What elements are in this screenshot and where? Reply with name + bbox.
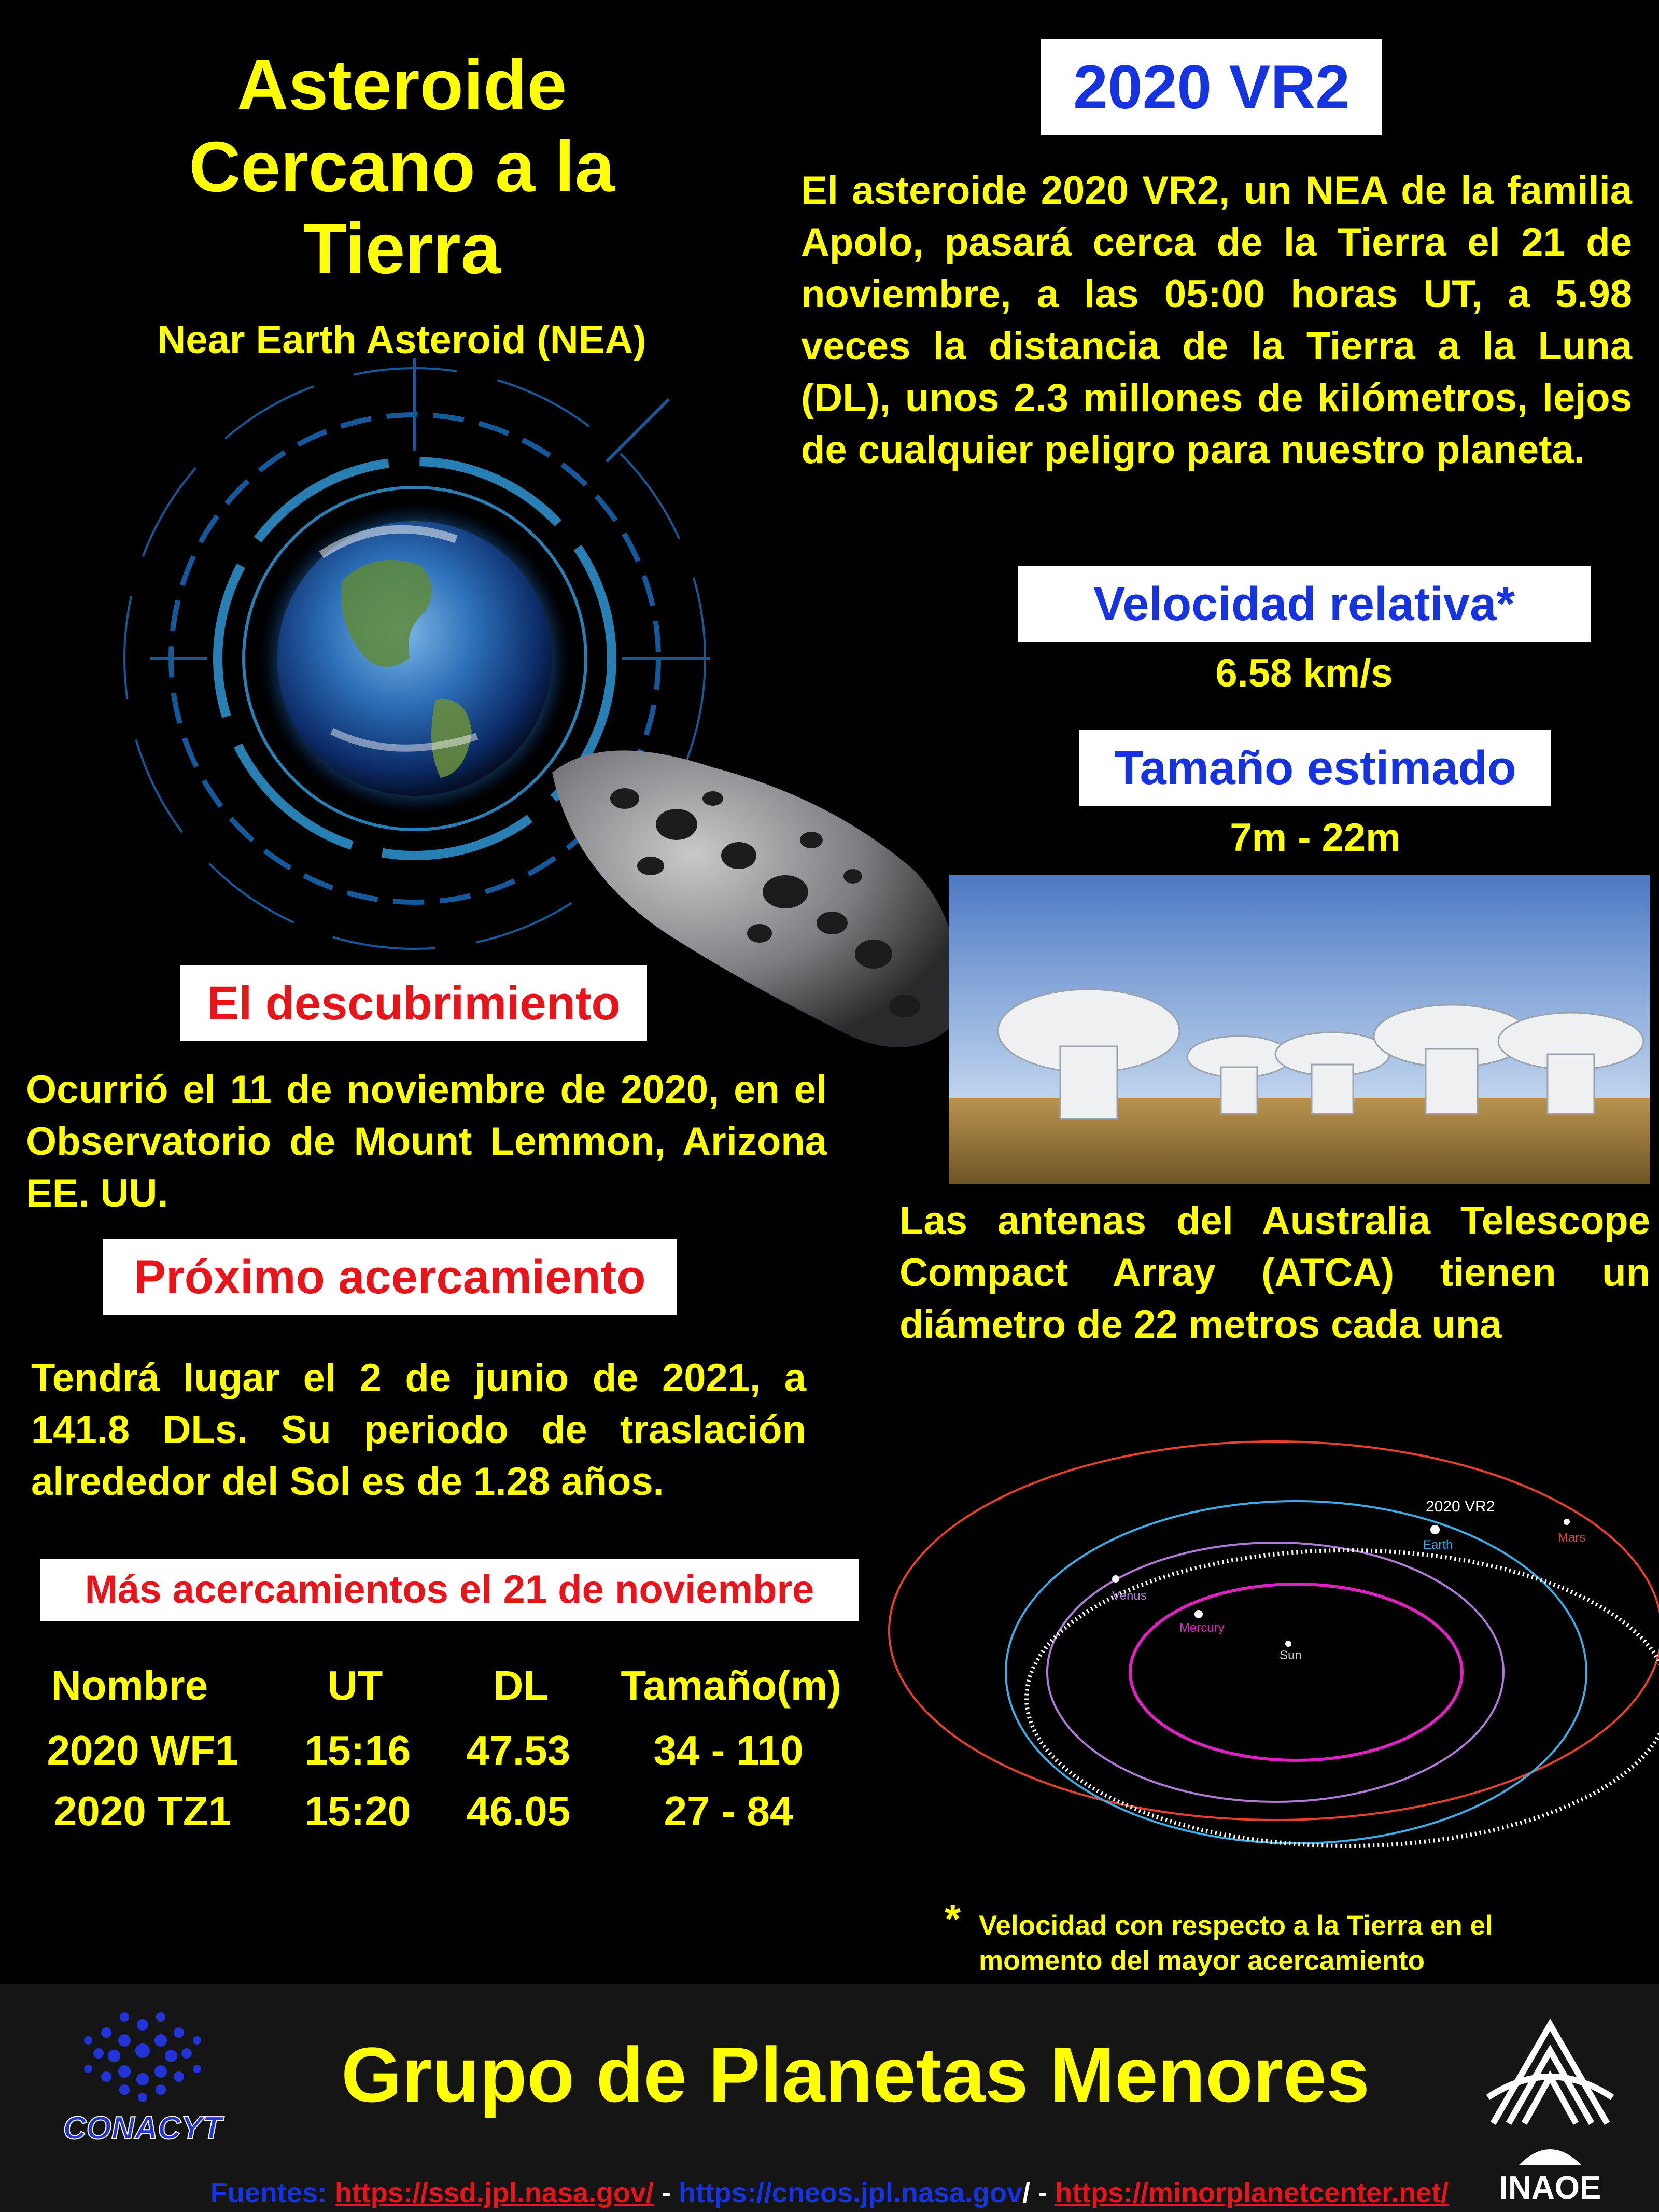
- venus-orbit: [1046, 1542, 1505, 1803]
- label-mercury: Mercury: [1179, 1621, 1225, 1635]
- asteroid-orbit: [1024, 1548, 1659, 1848]
- footer-title: Grupo de Planetas Menores: [341, 2031, 1370, 2118]
- velocity-label-box: Velocidad relativa*: [1018, 566, 1591, 642]
- title-line: Tierra: [303, 209, 501, 289]
- footnote-text: Velocidad con respecto a la Tierra en el…: [979, 1910, 1493, 1976]
- source-link-ssd[interactable]: https://ssd.jpl.nasa.gov/: [334, 2177, 654, 2208]
- conacyt-logo: CONACYT: [63, 2012, 225, 2147]
- velocity-label: Velocidad relativa*: [1093, 578, 1515, 631]
- next-approach-label: Próximo acercamiento: [134, 1251, 646, 1304]
- mars-orbit: [888, 1440, 1659, 1821]
- table-header-size: Tamaño(m): [621, 1662, 841, 1709]
- sources-line: Fuentes: https://ssd.jpl.nasa.gov/ - htt…: [210, 2177, 1449, 2208]
- source-link-cneos-tail: /: [1022, 2177, 1031, 2208]
- inaoe-logo: INAOE: [1486, 2019, 1614, 2206]
- atca-caption: Las antenas del Australia Telescope Comp…: [899, 1199, 1650, 1347]
- title-line: Asteroide: [236, 45, 567, 125]
- atca-antennas-photo: [949, 875, 1650, 1184]
- next-approach-label-box: Próximo acercamiento: [103, 1239, 677, 1315]
- asteroid-illustration: [552, 750, 957, 1047]
- size-label: Tamaño estimado: [1114, 741, 1516, 794]
- more-approaches-label: Más acercamientos el 21 de noviembre: [85, 1567, 814, 1612]
- table-header-name: Nombre: [51, 1662, 208, 1709]
- discovery-label: El descubrimiento: [207, 977, 621, 1030]
- velocity-value: 6.58 km/s: [1215, 651, 1393, 695]
- mars-marker: [1564, 1519, 1570, 1525]
- source-link-mpc[interactable]: https://minorplanetcenter.net/: [1055, 2177, 1449, 2208]
- label-sun: Sun: [1280, 1648, 1302, 1662]
- footer-band: [0, 1984, 1659, 2212]
- sun-marker: [1285, 1641, 1291, 1647]
- venus-marker: [1112, 1575, 1119, 1583]
- more-approaches-label-box: Más acercamientos el 21 de noviembre: [40, 1559, 859, 1621]
- asteroid-name-box: 2020 VR2: [1041, 39, 1382, 135]
- table-cell: 15:16: [304, 1727, 411, 1773]
- discovery-text: Ocurrió el 11 de noviembre de 2020, en e…: [26, 1068, 827, 1215]
- page-title: Asteroide Cercano a la Tierra: [78, 44, 726, 290]
- table-header-dl: DL: [493, 1662, 549, 1709]
- intro-paragraph: El asteroide 2020 VR2, un NEA de la fami…: [801, 169, 1632, 472]
- label-2020vr2: 2020 VR2: [1426, 1498, 1495, 1515]
- next-approach-text: Tendrá lugar el 2 de junio de 2021, a 14…: [31, 1356, 806, 1504]
- label-earth: Earth: [1423, 1538, 1453, 1552]
- label-venus: Venus: [1112, 1589, 1147, 1603]
- asteroid-name: 2020 VR2: [1073, 52, 1350, 122]
- table-cell: 46.05: [466, 1788, 571, 1834]
- size-label-box: Tamaño estimado: [1079, 730, 1551, 806]
- footnote-star: *: [945, 1896, 961, 1942]
- earth-marker: [1430, 1525, 1440, 1534]
- earth-illustration: [123, 358, 710, 950]
- sources-label: Fuentes:: [210, 2177, 327, 2208]
- earth-orbit: [1005, 1500, 1587, 1844]
- table-cell: 2020 WF1: [47, 1727, 238, 1773]
- mercury-marker: [1194, 1610, 1203, 1618]
- title-line: Cercano a la: [189, 127, 615, 207]
- table-cell: 47.53: [466, 1727, 571, 1773]
- table-header-ut: UT: [327, 1662, 383, 1709]
- inaoe-logo-text: INAOE: [1499, 2170, 1601, 2206]
- table-cell: 34 - 110: [653, 1727, 804, 1773]
- orbit-diagram: 2020 VR2 Earth Mars Venus Mercury Sun: [888, 1440, 1659, 1848]
- page-subtitle: Near Earth Asteroid (NEA): [157, 318, 646, 362]
- size-value: 7m - 22m: [1230, 816, 1401, 860]
- conacyt-logo-text: CONACYT: [63, 2110, 225, 2146]
- table-cell: 27 - 84: [664, 1788, 793, 1834]
- discovery-label-box: El descubrimiento: [180, 965, 647, 1041]
- table-cell: 15:20: [304, 1788, 411, 1834]
- label-mars: Mars: [1558, 1531, 1585, 1545]
- mercury-orbit: [1129, 1583, 1464, 1762]
- source-link-cneos[interactable]: https://cneos.jpl.nasa.gov: [678, 2177, 1023, 2208]
- table-cell: 2020 TZ1: [53, 1788, 232, 1834]
